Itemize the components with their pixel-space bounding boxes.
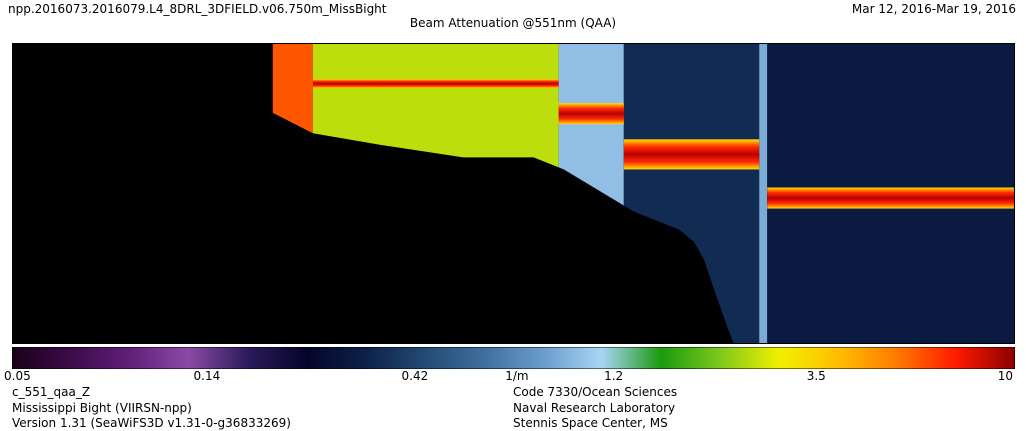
high-attenuation-layer xyxy=(623,139,760,170)
org-location: Stennis Space Center, MS xyxy=(513,416,668,430)
vertical-section-plot xyxy=(12,43,1015,344)
region-name: Mississippi Bight (VIIRSN-npp) xyxy=(12,401,192,415)
high-attenuation-layer xyxy=(558,103,624,125)
segment-cell xyxy=(759,43,768,344)
colorbar xyxy=(12,347,1015,369)
bottom-mask xyxy=(12,43,1015,344)
colorbar-tick-label: 0.42 xyxy=(401,369,429,383)
high-attenuation-layer xyxy=(767,187,1015,209)
org-code: Code 7330/Ocean Sciences xyxy=(513,385,678,399)
date-range: Mar 12, 2016-Mar 19, 2016 xyxy=(851,2,1016,16)
chart-title: Beam Attenuation @551nm (QAA) xyxy=(409,16,617,30)
colorbar-ramp xyxy=(12,347,1015,369)
colorbar-tick-label: 10 xyxy=(997,369,1013,383)
colorbar-tick-label: 1.2 xyxy=(604,369,624,383)
org-name: Naval Research Laboratory xyxy=(513,401,676,415)
file-name: npp.2016073.2016079.L4_8DRL_3DFIELD.v06.… xyxy=(8,2,387,16)
high-attenuation-layer xyxy=(312,79,559,89)
plot-frame xyxy=(12,43,1015,344)
colorbar-tick-label: 0.05 xyxy=(4,369,31,383)
product-name: c_551_qaa_Z xyxy=(12,385,91,399)
version-info: Version 1.31 (SeaWiFS3D v1.31-0-g3683326… xyxy=(12,416,291,430)
colorbar-tick-label: 1/m xyxy=(505,369,529,383)
colorbar-tick-label: 0.14 xyxy=(193,369,221,383)
colorbar-tick-label: 3.5 xyxy=(806,369,826,383)
